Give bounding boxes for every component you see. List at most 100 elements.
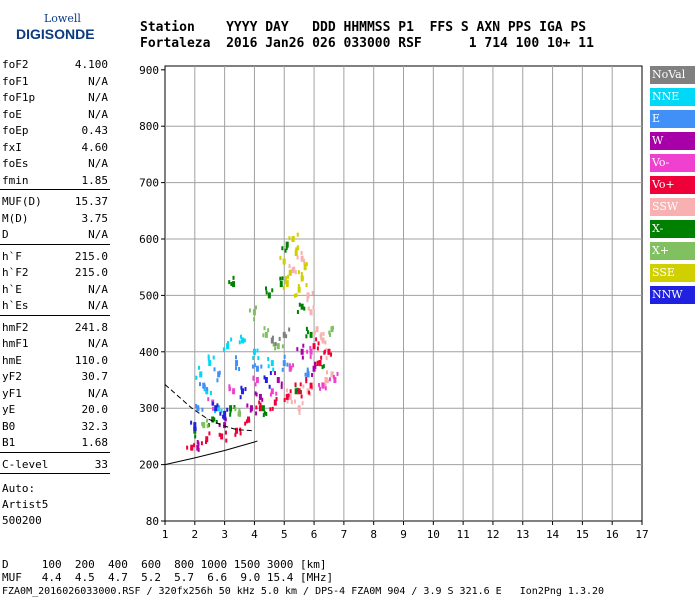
echo-point <box>306 349 309 354</box>
echo-point <box>268 384 271 389</box>
echo-point <box>275 397 278 402</box>
echo-point <box>303 306 306 311</box>
echo-point <box>290 400 293 405</box>
echo-point <box>288 236 291 241</box>
echo-point <box>317 341 320 346</box>
echo-point <box>309 348 313 355</box>
echo-point <box>318 360 322 367</box>
echo-point <box>224 430 227 435</box>
echo-point <box>205 436 209 443</box>
echo-point <box>246 403 249 408</box>
x-tick-label: 3 <box>221 528 228 541</box>
echo-point <box>290 269 293 274</box>
echo-point <box>296 255 299 260</box>
echo-point <box>199 371 203 378</box>
param-label: h`E <box>2 282 22 296</box>
echo-point <box>232 275 235 280</box>
echo-point <box>305 379 308 384</box>
x-tick-label: 9 <box>400 528 407 541</box>
echo-point <box>295 247 298 252</box>
legend-item: Vo+ <box>650 176 695 194</box>
x-tick-label: 12 <box>486 528 499 541</box>
echo-point <box>281 344 284 349</box>
logo-lowell-text: Lowell <box>44 12 81 25</box>
param-row: foF1 N/A <box>2 75 108 89</box>
y-tick-label: 800 <box>139 120 159 133</box>
echo-point <box>306 293 309 298</box>
echo-point <box>297 405 301 412</box>
echo-point <box>309 309 312 314</box>
echo-point <box>291 236 295 242</box>
echo-point <box>251 364 254 369</box>
echo-point <box>305 262 308 267</box>
param-label: yE <box>2 403 16 416</box>
echo-point <box>237 411 240 416</box>
echo-point <box>325 356 328 361</box>
echo-point <box>316 346 319 351</box>
echo-point <box>226 343 230 350</box>
param-label: hmF2 <box>2 320 29 334</box>
echo-point <box>222 414 225 419</box>
echo-point <box>223 410 227 417</box>
echo-point <box>307 306 310 311</box>
echo-point <box>198 382 201 387</box>
echo-point <box>287 393 290 398</box>
param-label: foF2 <box>2 58 29 71</box>
echo-point <box>313 330 316 335</box>
echo-point <box>272 342 275 347</box>
echo-point <box>306 388 310 395</box>
param-label: MUF(D) <box>2 195 42 208</box>
echo-point <box>299 382 302 387</box>
legend-item: X+ <box>650 242 695 260</box>
echo-point <box>196 439 199 444</box>
echo-point <box>314 364 317 369</box>
echo-point <box>301 401 304 406</box>
echo-point <box>230 281 233 286</box>
echo-point <box>324 377 328 383</box>
echo-point <box>244 387 247 392</box>
echo-point <box>330 352 333 357</box>
echo-point <box>276 343 280 350</box>
echo-point <box>252 375 255 380</box>
virtual-height-trace <box>164 384 255 432</box>
param-value: N/A <box>88 91 108 104</box>
echo-point <box>309 345 312 350</box>
echo-point <box>196 405 200 412</box>
echo-point <box>249 408 252 413</box>
echo-point <box>288 264 291 269</box>
echo-point <box>279 255 282 260</box>
echo-point <box>327 348 331 355</box>
echo-point <box>255 411 258 416</box>
echo-point <box>300 348 304 355</box>
echo-point <box>246 416 250 423</box>
echo-point <box>239 334 242 339</box>
echo-point <box>285 334 288 339</box>
echo-point <box>233 405 236 410</box>
echo-point <box>190 444 194 451</box>
echo-point <box>308 390 311 395</box>
echo-point <box>304 372 307 377</box>
y-tick-label: 200 <box>139 459 159 472</box>
echo-point <box>218 370 221 375</box>
echo-point <box>280 280 283 285</box>
echo-point <box>263 410 266 415</box>
echo-point <box>319 360 322 365</box>
echo-point <box>218 432 221 437</box>
echo-point <box>243 338 246 343</box>
legend-item: NNW <box>650 286 695 304</box>
echo-point <box>281 246 284 251</box>
param-label: foEp <box>2 124 29 137</box>
echo-point <box>296 232 299 237</box>
echo-point <box>274 346 277 351</box>
echo-point <box>207 357 210 362</box>
echo-point <box>306 369 309 374</box>
echo-point <box>276 377 280 383</box>
param-label: foEs <box>2 157 29 170</box>
echo-point <box>306 367 309 372</box>
echo-point <box>301 276 304 281</box>
param-value: 215.0 <box>74 249 108 263</box>
echo-point <box>211 416 215 423</box>
echo-point <box>296 387 299 392</box>
echo-point <box>223 416 226 421</box>
param-value: 215.0 <box>74 266 108 279</box>
